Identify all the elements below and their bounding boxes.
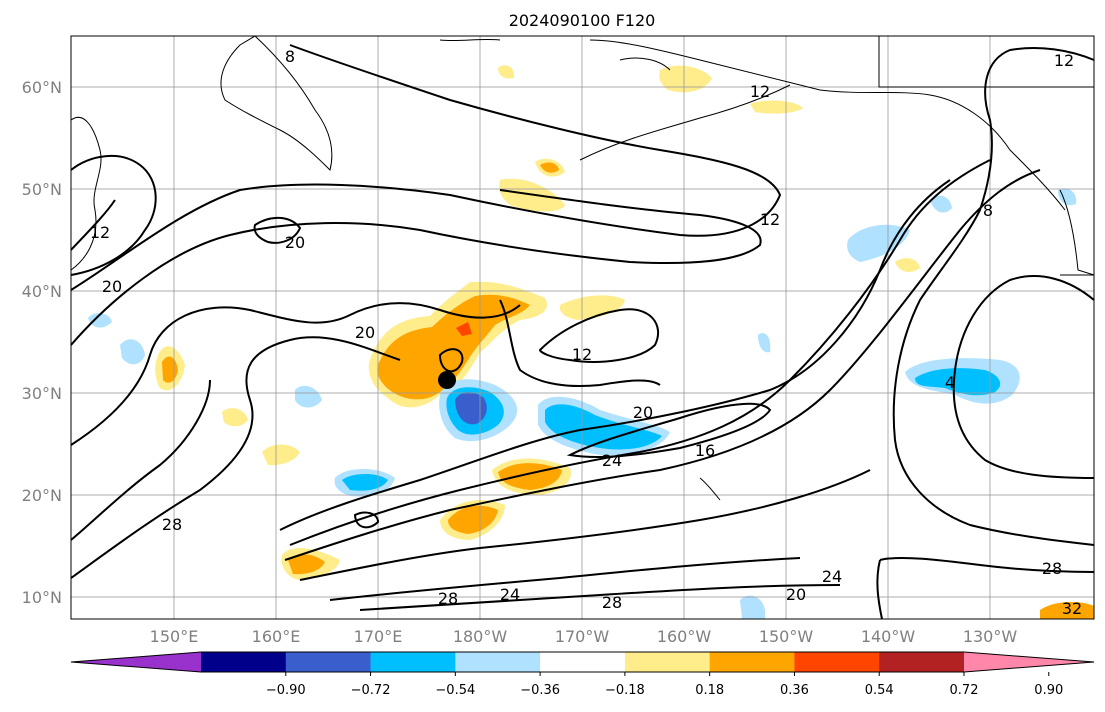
positive-anomaly-core xyxy=(377,294,530,400)
longitude-labels: 150°E 160°E 170°E 180°W 170°W 160°W 150°… xyxy=(150,627,1018,646)
colorbar-swatch xyxy=(370,652,456,672)
contour-labels: 8 12 20 20 20 28 12 12 12 20 24 16 24 28… xyxy=(90,47,1082,618)
lon-label: 140°W xyxy=(861,627,916,646)
contour-label: 32 xyxy=(1062,599,1082,618)
colorbar-swatch xyxy=(455,652,541,672)
colorbar-swatch xyxy=(540,652,626,672)
lon-label: 180°W xyxy=(453,627,508,646)
shaded-fields xyxy=(88,65,1094,619)
colorbar-swatch xyxy=(879,652,965,672)
lon-label: 170°W xyxy=(555,627,610,646)
positive-anomaly-region xyxy=(498,65,515,79)
negative-anomaly-region xyxy=(295,385,322,408)
negative-anomaly-region xyxy=(847,224,910,262)
positive-anomaly-region xyxy=(1040,601,1094,619)
storm-center-marker xyxy=(438,371,456,389)
colorbar-tick-label: 0.72 xyxy=(950,683,979,698)
contour-label: 20 xyxy=(633,403,653,422)
map-title: 2024090100 F120 xyxy=(509,11,656,30)
lon-label: 160°E xyxy=(252,627,301,646)
positive-anomaly-core xyxy=(540,162,559,173)
positive-anomaly-region xyxy=(262,444,300,466)
positive-anomaly-region xyxy=(895,258,920,272)
contour-label: 12 xyxy=(750,82,770,101)
lat-label: 50°N xyxy=(22,180,62,199)
contour-label: 24 xyxy=(500,585,520,604)
negative-anomaly-core xyxy=(915,368,1001,396)
contour-label: 12 xyxy=(572,345,592,364)
colorbar-tick-label: 0.54 xyxy=(865,683,894,698)
contour-label: 12 xyxy=(760,210,780,229)
contour-label: 28 xyxy=(1042,559,1062,578)
lat-label: 20°N xyxy=(22,486,62,505)
positive-anomaly-core xyxy=(288,554,325,575)
colorbar-tick-label: −0.72 xyxy=(351,683,391,698)
colorbar-tick-label: −0.54 xyxy=(435,683,475,698)
lon-label: 150°W xyxy=(759,627,814,646)
contour-label: 28 xyxy=(162,515,182,534)
contour-label: 8 xyxy=(983,201,993,220)
colorbar-extend-low xyxy=(71,652,201,672)
positive-anomaly-region xyxy=(659,65,712,93)
lon-label: 160°W xyxy=(657,627,712,646)
colorbar xyxy=(70,651,1095,673)
colorbar-tick-label: −0.90 xyxy=(266,683,306,698)
coastlines xyxy=(70,35,1095,501)
colorbar-tick-label: −0.36 xyxy=(520,683,560,698)
latitude-labels: 60°N 50°N 40°N 30°N 20°N 10°N xyxy=(22,78,62,607)
negative-anomaly-region xyxy=(1058,188,1077,206)
contour-label: 20 xyxy=(285,233,305,252)
colorbar-tick-label: 0.18 xyxy=(695,683,724,698)
contour-label: 28 xyxy=(438,589,458,608)
positive-anomaly-peak xyxy=(456,322,472,336)
lon-label: 170°E xyxy=(354,627,403,646)
colorbar-tick-label: 0.90 xyxy=(1034,683,1063,698)
contour-label: 24 xyxy=(602,451,622,470)
colorbar-swatch xyxy=(285,652,372,672)
positive-anomaly-region xyxy=(750,100,803,114)
negative-anomaly-region xyxy=(740,595,765,619)
lat-label: 10°N xyxy=(22,588,62,607)
negative-anomaly-region xyxy=(930,195,952,213)
colorbar-swatch xyxy=(794,652,880,672)
contour-label: 4 xyxy=(945,373,955,392)
colorbar-ticks: −0.90 −0.72 −0.54 −0.36 −0.18 0.18 0.36 0.54 0.7… xyxy=(266,672,1063,698)
negative-anomaly-region xyxy=(88,313,112,328)
contour-label: 28 xyxy=(602,593,622,612)
colorbar-swatch xyxy=(624,652,711,672)
colorbar-tick-label: −0.18 xyxy=(605,683,645,698)
negative-anomaly-core xyxy=(342,474,388,491)
negative-anomaly-region xyxy=(758,333,771,353)
lat-label: 60°N xyxy=(22,78,62,97)
lat-label: 40°N xyxy=(22,282,62,301)
contour-label: 12 xyxy=(90,223,110,242)
colorbar-swatch xyxy=(709,652,795,672)
colorbar-outline xyxy=(70,651,1095,673)
contour-label: 16 xyxy=(695,441,715,460)
positive-anomaly-region xyxy=(559,295,625,320)
lat-label: 30°N xyxy=(22,384,62,403)
positive-anomaly-region xyxy=(222,408,248,427)
lon-label: 130°W xyxy=(963,627,1018,646)
colorbar-extend-high xyxy=(964,652,1094,672)
contour-label: 20 xyxy=(355,323,375,342)
contour-label: 20 xyxy=(786,585,806,604)
negative-anomaly-peak xyxy=(455,392,487,425)
contour-label: 12 xyxy=(1054,51,1074,70)
positive-anomaly-core xyxy=(448,505,498,534)
contour-label: 20 xyxy=(102,277,122,296)
contour-lines xyxy=(70,44,1095,620)
contour-label: 24 xyxy=(822,567,842,586)
contour-label: 8 xyxy=(285,47,295,66)
negative-anomaly-region xyxy=(120,339,145,365)
map-frame xyxy=(70,35,1095,620)
lon-label: 150°E xyxy=(150,627,199,646)
map-area: 8 12 20 20 20 28 12 12 12 20 24 16 24 28… xyxy=(70,35,1095,620)
colorbar-tick-label: 0.36 xyxy=(780,683,809,698)
colorbar-swatch xyxy=(201,652,287,672)
